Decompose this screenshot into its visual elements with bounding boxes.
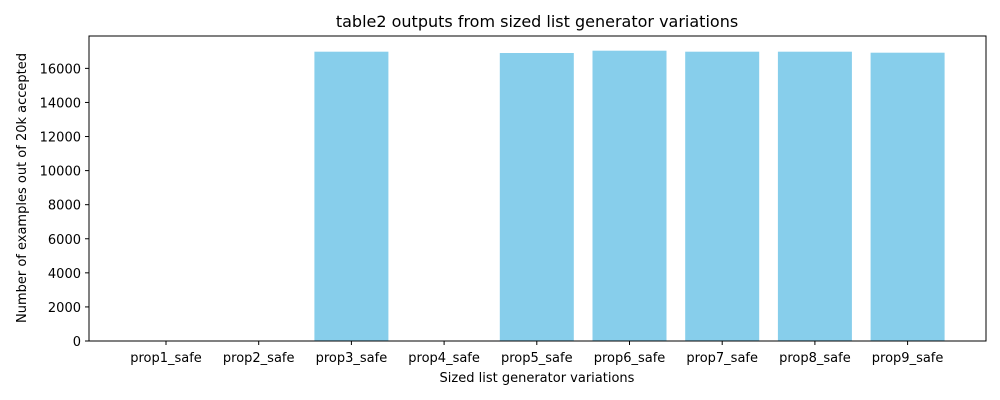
- x-tick-label: prop1_safe: [130, 351, 202, 366]
- bar-prop5_safe: [499, 53, 574, 341]
- y-tick-label: 8000: [48, 199, 81, 214]
- bar-prop6_safe: [592, 50, 667, 341]
- y-tick-label: 2000: [48, 301, 81, 316]
- plot-frame: [88, 35, 987, 342]
- x-tick-label: prop8_safe: [779, 351, 851, 366]
- x-axis: prop1_safe prop2_safe prop3_safe prop4_safe…: [130, 341, 943, 366]
- x-tick-label: prop9_safe: [872, 351, 944, 366]
- y-tick-label: 6000: [48, 233, 81, 248]
- bars-group: [314, 50, 945, 341]
- bar-prop8_safe: [777, 51, 852, 341]
- chart-title: table2 outputs from sized list generator…: [336, 12, 738, 31]
- y-tick-label: 14000: [40, 96, 81, 111]
- y-axis-title: Number of examples out of 20k accepted: [15, 53, 30, 323]
- bar-prop3_safe: [314, 51, 389, 341]
- x-tick-label: prop4_safe: [408, 351, 480, 366]
- bar-prop9_safe: [870, 52, 945, 341]
- y-tick-label: 4000: [48, 267, 81, 282]
- x-axis-title: Sized list generator variations: [440, 371, 635, 386]
- y-tick-label: 16000: [40, 62, 81, 77]
- bar-prop7_safe: [685, 51, 760, 341]
- y-tick-label: 10000: [40, 165, 81, 180]
- y-tick-label: 0: [73, 335, 81, 350]
- x-tick-label: prop6_safe: [594, 351, 666, 366]
- x-tick-label: prop3_safe: [316, 351, 388, 366]
- x-tick-label: prop7_safe: [686, 351, 758, 366]
- x-tick-label: prop5_safe: [501, 351, 573, 366]
- x-tick-label: prop2_safe: [223, 351, 295, 366]
- y-axis: 0 2000 4000 6000 8000 10000 12000 14000 16000: [40, 62, 89, 350]
- y-tick-label: 12000: [40, 131, 81, 146]
